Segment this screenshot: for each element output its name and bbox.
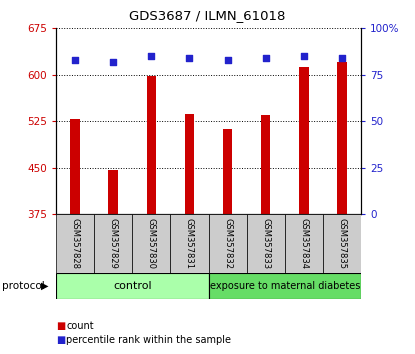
FancyBboxPatch shape	[56, 273, 209, 299]
Bar	[299, 67, 309, 214]
Bar	[146, 76, 156, 214]
Text: exposure to maternal diabetes: exposure to maternal diabetes	[210, 281, 360, 291]
Text: protocol: protocol	[2, 281, 45, 291]
Point	[110, 59, 117, 64]
Text: control: control	[113, 281, 151, 291]
Bar	[261, 115, 271, 214]
FancyBboxPatch shape	[56, 214, 94, 273]
Bar	[108, 170, 118, 214]
Text: ■: ■	[56, 335, 65, 345]
Bar	[185, 114, 194, 214]
FancyBboxPatch shape	[285, 214, 323, 273]
Bar	[70, 119, 80, 214]
FancyBboxPatch shape	[209, 273, 361, 299]
FancyBboxPatch shape	[171, 214, 209, 273]
Bar	[223, 129, 232, 214]
Text: GSM357832: GSM357832	[223, 218, 232, 269]
Point	[224, 57, 231, 63]
Point	[72, 57, 78, 63]
Text: percentile rank within the sample: percentile rank within the sample	[66, 335, 232, 345]
Text: GSM357829: GSM357829	[109, 218, 118, 269]
Point	[339, 55, 345, 61]
Text: GSM357830: GSM357830	[147, 218, 156, 269]
FancyBboxPatch shape	[247, 214, 285, 273]
Point	[262, 55, 269, 61]
FancyBboxPatch shape	[209, 214, 247, 273]
Text: GSM357831: GSM357831	[185, 218, 194, 269]
Point	[186, 55, 193, 61]
Text: GSM357833: GSM357833	[261, 218, 270, 269]
Point	[300, 53, 307, 59]
FancyBboxPatch shape	[323, 214, 361, 273]
Text: ▶: ▶	[41, 281, 49, 291]
Text: GDS3687 / ILMN_61018: GDS3687 / ILMN_61018	[129, 9, 286, 22]
Text: ■: ■	[56, 321, 65, 331]
Point	[148, 53, 155, 59]
Text: GSM357834: GSM357834	[299, 218, 308, 269]
Text: GSM357828: GSM357828	[71, 218, 80, 269]
Text: count: count	[66, 321, 94, 331]
FancyBboxPatch shape	[132, 214, 171, 273]
FancyBboxPatch shape	[94, 214, 132, 273]
Text: GSM357835: GSM357835	[337, 218, 347, 269]
Bar	[337, 62, 347, 214]
